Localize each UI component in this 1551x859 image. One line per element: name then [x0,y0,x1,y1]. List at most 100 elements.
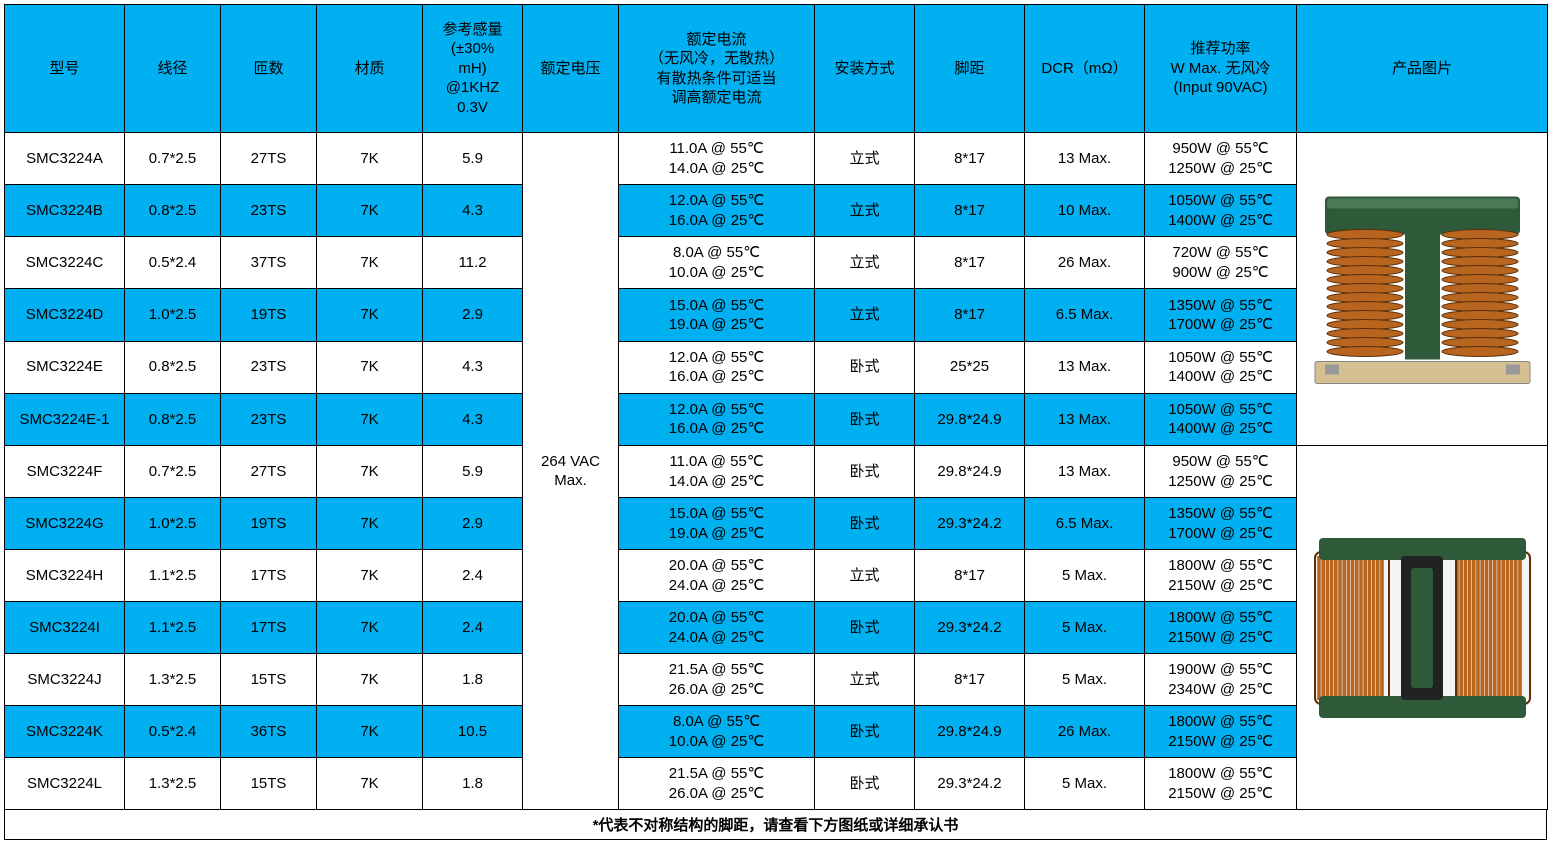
cell-current: 21.5A @ 55℃ 26.0A @ 25℃ [619,758,815,810]
cell-power: 1800W @ 55℃ 2150W @ 25℃ [1145,550,1297,602]
cell-turns: 36TS [221,706,317,758]
cell-turns: 27TS [221,446,317,498]
cell-wire: 0.8*2.5 [125,341,221,393]
cell-material: 7K [317,133,423,185]
spec-table: 型号 线径 匝数 材质 参考感量 (±30% mH) @1KHZ 0.3V 额定… [4,4,1548,810]
cell-pitch: 29.3*24.2 [915,758,1025,810]
cell-power: 1050W @ 55℃ 1400W @ 25℃ [1145,185,1297,237]
cell-turns: 17TS [221,550,317,602]
cell-inductance: 11.2 [423,237,523,289]
hdr-voltage: 额定电压 [523,5,619,133]
cell-material: 7K [317,289,423,341]
cell-mount: 立式 [815,237,915,289]
cell-mount: 立式 [815,550,915,602]
cell-current: 15.0A @ 55℃ 19.0A @ 25℃ [619,289,815,341]
cell-turns: 27TS [221,133,317,185]
cell-dcr: 5 Max. [1025,654,1145,706]
cell-mount: 立式 [815,289,915,341]
cell-material: 7K [317,393,423,445]
cell-power: 1050W @ 55℃ 1400W @ 25℃ [1145,341,1297,393]
cell-turns: 19TS [221,289,317,341]
cell-dcr: 5 Max. [1025,550,1145,602]
cell-material: 7K [317,602,423,654]
cell-turns: 23TS [221,393,317,445]
cell-inductance: 1.8 [423,654,523,706]
hdr-mount: 安装方式 [815,5,915,133]
cell-current: 12.0A @ 55℃ 16.0A @ 25℃ [619,393,815,445]
cell-current: 8.0A @ 55℃ 10.0A @ 25℃ [619,237,815,289]
cell-wire: 0.8*2.5 [125,185,221,237]
cell-material: 7K [317,706,423,758]
cell-inductance: 2.4 [423,550,523,602]
cell-inductance: 2.9 [423,289,523,341]
hdr-model: 型号 [5,5,125,133]
cell-model: SMC3224J [5,654,125,706]
cell-power: 1350W @ 55℃ 1700W @ 25℃ [1145,498,1297,550]
cell-wire: 1.1*2.5 [125,550,221,602]
cell-mount: 卧式 [815,602,915,654]
hdr-material: 材质 [317,5,423,133]
cell-inductance: 5.9 [423,133,523,185]
cell-wire: 0.5*2.4 [125,706,221,758]
cell-power: 1050W @ 55℃ 1400W @ 25℃ [1145,393,1297,445]
cell-pitch: 8*17 [915,237,1025,289]
cell-mount: 卧式 [815,393,915,445]
cell-wire: 1.1*2.5 [125,602,221,654]
cell-dcr: 6.5 Max. [1025,289,1145,341]
cell-dcr: 6.5 Max. [1025,498,1145,550]
spec-table-container: 型号 线径 匝数 材质 参考感量 (±30% mH) @1KHZ 0.3V 额定… [4,4,1547,840]
cell-dcr: 5 Max. [1025,758,1145,810]
cell-material: 7K [317,550,423,602]
cell-pitch: 8*17 [915,133,1025,185]
cell-model: SMC3224A [5,133,125,185]
cell-model: SMC3224L [5,758,125,810]
cell-turns: 19TS [221,498,317,550]
cell-pitch: 25*25 [915,341,1025,393]
hdr-power: 推荐功率 W Max. 无风冷 (Input 90VAC) [1145,5,1297,133]
cell-turns: 15TS [221,654,317,706]
cell-dcr: 5 Max. [1025,602,1145,654]
cell-current: 21.5A @ 55℃ 26.0A @ 25℃ [619,654,815,706]
cell-turns: 15TS [221,758,317,810]
cell-pitch: 29.8*24.9 [915,446,1025,498]
cell-power: 1800W @ 55℃ 2150W @ 25℃ [1145,758,1297,810]
cell-mount: 卧式 [815,446,915,498]
cell-current: 20.0A @ 55℃ 24.0A @ 25℃ [619,550,815,602]
cell-wire: 0.8*2.5 [125,393,221,445]
cell-mount: 立式 [815,133,915,185]
cell-inductance: 4.3 [423,393,523,445]
footer-note: *代表不对称结构的脚距，请查看下方图纸或详细承认书 [4,810,1547,840]
cell-model: SMC3224I [5,602,125,654]
cell-material: 7K [317,446,423,498]
cell-dcr: 13 Max. [1025,393,1145,445]
cell-dcr: 13 Max. [1025,133,1145,185]
cell-dcr: 13 Max. [1025,446,1145,498]
cell-power: 1800W @ 55℃ 2150W @ 25℃ [1145,602,1297,654]
cell-wire: 0.5*2.4 [125,237,221,289]
product-image-cell-top [1297,133,1548,446]
cell-pitch: 8*17 [915,654,1025,706]
cell-model: SMC3224D [5,289,125,341]
cell-material: 7K [317,237,423,289]
cell-current: 12.0A @ 55℃ 16.0A @ 25℃ [619,185,815,237]
cell-power: 1800W @ 55℃ 2150W @ 25℃ [1145,706,1297,758]
cell-power: 950W @ 55℃ 1250W @ 25℃ [1145,133,1297,185]
cell-inductance: 2.9 [423,498,523,550]
cell-pitch: 29.8*24.9 [915,706,1025,758]
cell-inductance: 1.8 [423,758,523,810]
cell-turns: 17TS [221,602,317,654]
table-row: SMC3224F0.7*2.527TS7K5.911.0A @ 55℃ 14.0… [5,446,1548,498]
cell-power: 1900W @ 55℃ 2340W @ 25℃ [1145,654,1297,706]
cell-pitch: 8*17 [915,289,1025,341]
cell-mount: 卧式 [815,341,915,393]
cell-inductance: 5.9 [423,446,523,498]
cell-power: 720W @ 55℃ 900W @ 25℃ [1145,237,1297,289]
cell-dcr: 13 Max. [1025,341,1145,393]
cell-material: 7K [317,341,423,393]
cell-power: 950W @ 55℃ 1250W @ 25℃ [1145,446,1297,498]
header-row: 型号 线径 匝数 材质 参考感量 (±30% mH) @1KHZ 0.3V 额定… [5,5,1548,133]
cell-turns: 23TS [221,185,317,237]
product-image-top [1305,458,1540,798]
cell-model: SMC3224H [5,550,125,602]
cell-pitch: 29.3*24.2 [915,498,1025,550]
